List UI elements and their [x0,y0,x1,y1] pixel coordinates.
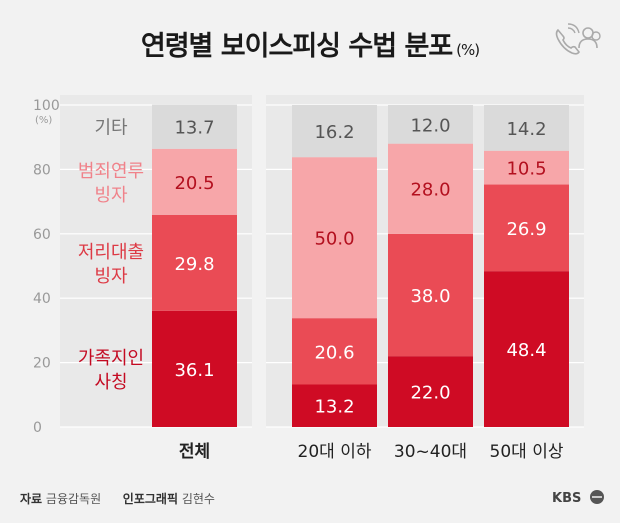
x-category-label: 전체 [179,442,210,462]
y-tick-label: 20 [33,356,51,372]
bar-value-label: 14.2 [506,119,546,140]
bar-segment [484,150,569,185]
bar-segment [484,105,569,151]
bar-value-label: 22.0 [410,383,450,404]
legend-label: 빙자 [94,185,128,206]
bar-segment [388,233,473,357]
y-tick-label: 0 [33,420,42,436]
bar-value-label: 20.5 [174,173,214,194]
logo-text: KBS [552,491,581,506]
bar-segment [484,271,569,427]
legend-label: 사칭 [94,372,127,393]
footer: 자료 금융감독원 인포그래픽 김현수 [20,490,215,507]
bar-value-label: 28.0 [410,180,450,201]
bar-value-label: 12.0 [410,115,450,136]
kbs-logo: KBS [552,490,604,506]
y-tick-label: 40 [33,291,51,307]
source-name: 금융감독원 [45,492,102,506]
y-axis-unit: (%) [35,115,52,126]
y-tick-label: 100 [33,98,60,114]
title-unit: (%) [456,41,480,59]
bar-segment [152,104,237,149]
chart-title: 연령별 보이스피싱 수법 분포 (%) [0,24,620,63]
legend-label: 저리대출 [78,242,144,263]
bar-value-label: 20.6 [314,342,354,363]
x-category-label: 20대 이하 [298,442,372,462]
phone-people-icon [555,23,601,55]
bar-segment [152,214,237,311]
bar-value-label: 50.0 [314,229,354,250]
x-category-label: 50대 이상 [490,442,564,462]
legend-label: 범죄연루 [78,161,144,182]
bar-segment [388,105,473,144]
bar-value-label: 38.0 [410,286,450,307]
bar-segment [152,310,237,427]
legend-label: 빙자 [94,266,128,287]
bar-value-label: 36.1 [174,360,214,381]
bar-value-label: 10.5 [506,159,546,180]
bar-value-label: 13.2 [314,397,354,418]
bar-segment [292,318,377,385]
bar-segment [152,148,237,215]
bar-value-label: 48.4 [506,340,546,361]
bar-segment [292,105,377,158]
y-tick-label: 80 [33,162,51,178]
bar-value-label: 13.7 [174,118,214,139]
legend-label: 기타 [94,118,128,139]
bar-segment [292,157,377,319]
bar-value-label: 29.8 [174,254,214,275]
bar-value-label: 26.9 [506,219,546,240]
source-label: 자료 [20,492,43,506]
bar-segment [484,184,569,272]
y-tick-label: 60 [33,227,51,243]
graphic-author: 김현수 [181,492,215,506]
stacked-bar-chart: 0 20 40 60 80 100(%) 36.1 29.8 20.5 13.7 전체 13.2 20.… [33,98,584,462]
legend-label: 가족지인 [78,348,144,369]
graphic-label: 인포그래픽 [122,492,178,506]
bar-segment [292,384,377,427]
bar-segment [388,356,473,427]
x-category-label: 30~40대 [394,442,467,462]
bar-value-label: 16.2 [314,122,354,143]
bar-segment [388,143,473,234]
title-text: 연령별 보이스피싱 수법 분포 [140,31,453,62]
